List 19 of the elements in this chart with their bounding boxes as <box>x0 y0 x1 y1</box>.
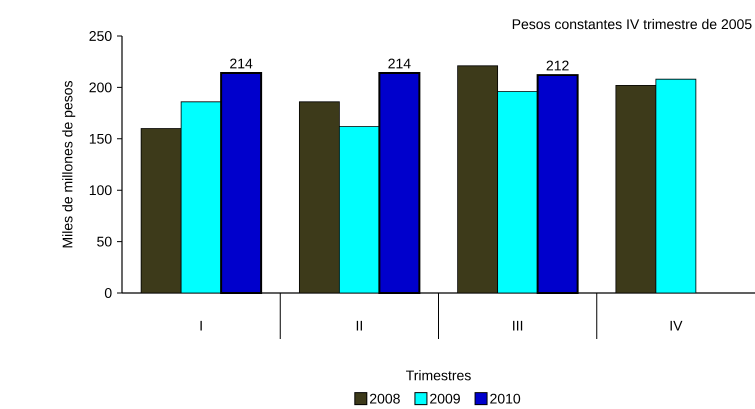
y-tick-label: 0 <box>104 288 112 298</box>
data-label: 212 <box>546 60 569 70</box>
y-tick-label: 50 <box>97 236 112 247</box>
x-tick-label: III <box>513 320 522 330</box>
y-tick-label: 250 <box>89 31 112 41</box>
x-tick-label: I <box>200 320 202 330</box>
data-label: 214 <box>388 58 411 68</box>
y-tick-label: 100 <box>90 185 112 196</box>
y-tick-label: 150 <box>90 134 112 144</box>
chart-title: Pesos constantes IV trimestre de 2005 <box>512 18 752 30</box>
x-tick-label: IV <box>670 320 682 330</box>
y-axis-title: Miles de millones de pesos <box>62 81 76 248</box>
legend-label: 2009 <box>430 394 460 404</box>
data-label: 214 <box>230 58 252 68</box>
y-tick-label: 200 <box>89 82 112 92</box>
legend-label: 2008 <box>370 394 400 404</box>
x-axis-title: Trimestres <box>406 370 471 380</box>
legend-label: 2010 <box>490 394 520 404</box>
x-tick-label: II <box>356 320 362 330</box>
